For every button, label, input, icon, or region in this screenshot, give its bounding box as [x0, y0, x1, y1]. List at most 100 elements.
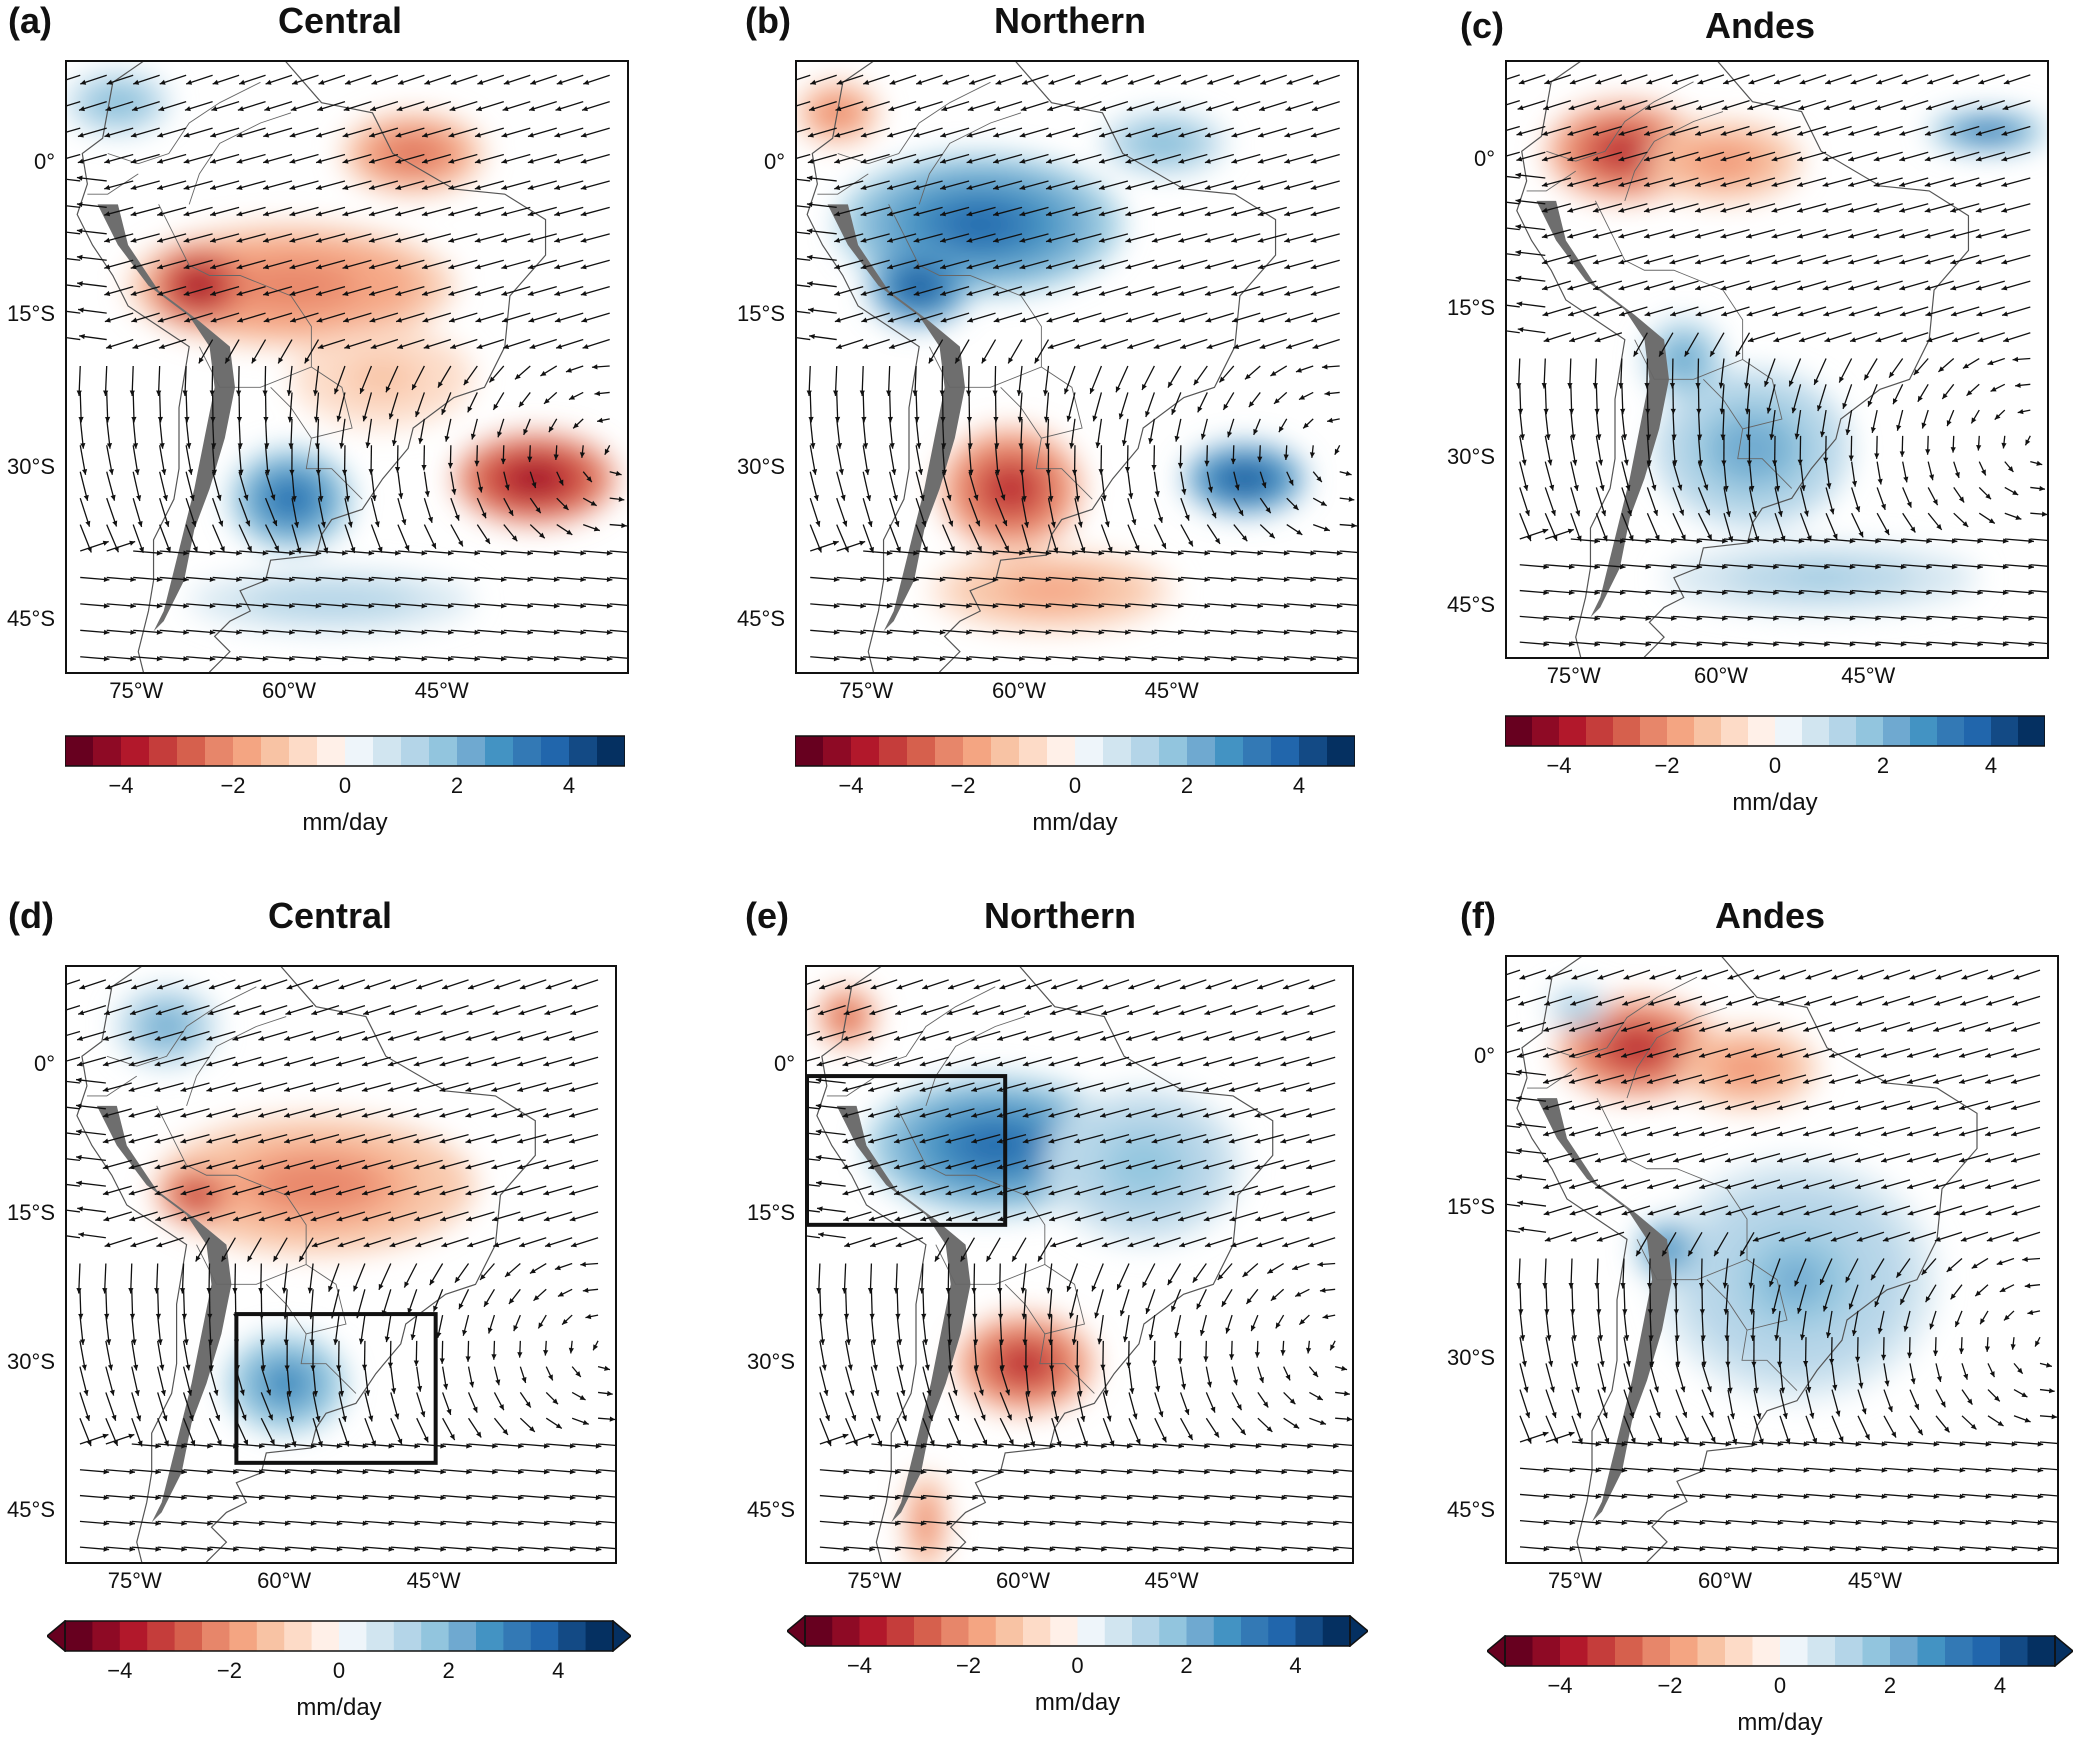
wind-vector-head — [1618, 259, 1625, 265]
wind-vector-head — [385, 386, 391, 393]
wind-vector-head — [517, 1164, 524, 1170]
wind-vector-head — [1552, 534, 1558, 541]
anomaly-patch — [398, 145, 428, 162]
wind-vector-head — [1747, 564, 1754, 570]
wind-vector-head — [104, 237, 111, 243]
wind-vector-head — [129, 1546, 136, 1552]
wind-vector-head — [966, 184, 973, 190]
wind-vector-head — [1645, 589, 1652, 596]
wind-vector-head — [919, 1035, 926, 1041]
wind-vector — [797, 153, 811, 159]
wind-vector-head — [2001, 207, 2008, 213]
wind-vector-head — [387, 1035, 394, 1041]
wind-vector-head — [1045, 550, 1052, 556]
wind-vector-head — [262, 629, 269, 635]
wind-vector-head — [1319, 1287, 1326, 1293]
wind-vector-head — [313, 416, 320, 423]
coastline — [816, 967, 1274, 1562]
wind-vector-head — [500, 550, 507, 556]
wind-vector-head — [1873, 130, 1880, 136]
wind-vector-head — [1849, 615, 1856, 621]
panel-e-map — [805, 965, 1354, 1564]
wind-vector-head — [1773, 564, 1779, 570]
wind-vector-head — [1899, 259, 1906, 265]
wind-vector-head — [847, 1364, 853, 1371]
wind-vector-head — [1296, 529, 1303, 535]
wind-vector-head — [834, 237, 841, 243]
wind-vector-head — [1177, 656, 1184, 662]
wind-vector-head — [557, 1291, 564, 1297]
wind-vector-head — [913, 158, 920, 164]
wind-vector-head — [517, 1086, 524, 1093]
wind-vector-head — [104, 1010, 111, 1016]
wind-vector-head — [1074, 1164, 1081, 1170]
wind-vector-head — [941, 443, 947, 449]
wind-vector-head — [1046, 132, 1053, 138]
wind-vector-head — [1926, 337, 1933, 343]
wind-vector-head — [917, 469, 924, 475]
wind-vector-head — [1100, 1061, 1107, 1067]
wind-vector-head — [211, 106, 218, 112]
wind-vector-head — [919, 1061, 926, 1067]
wind-vector-head — [263, 184, 269, 190]
wind-vector-head — [1205, 317, 1212, 323]
wind-vector-head — [845, 1339, 851, 1345]
wind-vector-head — [232, 1164, 239, 1170]
wind-vector-head — [130, 656, 136, 662]
wind-vector-head — [129, 390, 135, 396]
wind-vector-head — [221, 1255, 227, 1262]
wind-vector-head — [1022, 1190, 1029, 1196]
wind-vector-head — [258, 1216, 265, 1222]
wind-vector-head — [1152, 132, 1159, 138]
wind-vector-head — [76, 1287, 82, 1294]
wind-vector-head — [161, 469, 167, 475]
wind-vector-head — [492, 1546, 498, 1552]
wind-vector-head — [198, 357, 204, 364]
wind-vector-head — [844, 984, 851, 990]
wind-vector-head — [606, 603, 613, 609]
wind-vector-head — [1341, 1365, 1348, 1371]
wind-vector-head — [1900, 641, 1907, 647]
wind-vector-head — [183, 237, 190, 243]
wind-vector — [797, 284, 811, 288]
wind-vector-head — [1696, 589, 1703, 596]
wind-vector-head — [1310, 629, 1316, 635]
wind-vector-head — [971, 1061, 978, 1067]
wind-vector-head — [1994, 413, 2001, 420]
wind-vector-head — [388, 1216, 395, 1222]
wind-vector-head — [862, 443, 869, 449]
wind-vector-head — [1072, 237, 1079, 243]
wind-vector-head — [1670, 311, 1677, 317]
anomaly-patch — [1232, 471, 1258, 486]
wind-vector-head — [368, 576, 375, 583]
wind-vector-head — [396, 317, 403, 323]
wind-vector-head — [1516, 130, 1523, 136]
wind-vector-head — [948, 520, 954, 527]
wind-vector-head — [1950, 207, 1957, 213]
wind-vector — [67, 153, 81, 159]
wind-vector-head — [815, 520, 821, 527]
wind-vector-head — [1177, 1086, 1184, 1093]
wind-vector — [67, 1106, 81, 1110]
wind-vector-head — [1280, 1112, 1287, 1118]
wind-vector-head — [840, 494, 846, 501]
wind-vector-head — [1848, 259, 1855, 265]
wind-vector-head — [232, 1112, 239, 1118]
wind-vector-head — [954, 1414, 960, 1421]
colorbar-swatch — [1613, 716, 1641, 746]
wind-vector-head — [966, 629, 972, 635]
wind-vector-head — [1101, 1010, 1108, 1016]
wind-vector-head — [993, 158, 1000, 164]
wind-vector-head — [398, 493, 404, 499]
lat-tick-label: 0° — [33, 148, 55, 174]
wind-vector-head — [501, 211, 508, 217]
wind-vector-head — [415, 1242, 422, 1248]
colorbar-swatch — [1215, 736, 1244, 766]
wind-vector-head — [1747, 641, 1754, 647]
anomaly-patch — [284, 1171, 348, 1200]
wind-vector-head — [1595, 79, 1602, 85]
wind-vector — [807, 1132, 820, 1136]
wind-vector-head — [1152, 290, 1158, 296]
wind-vector-head — [517, 1216, 524, 1222]
wind-vector-head — [1926, 105, 1932, 111]
